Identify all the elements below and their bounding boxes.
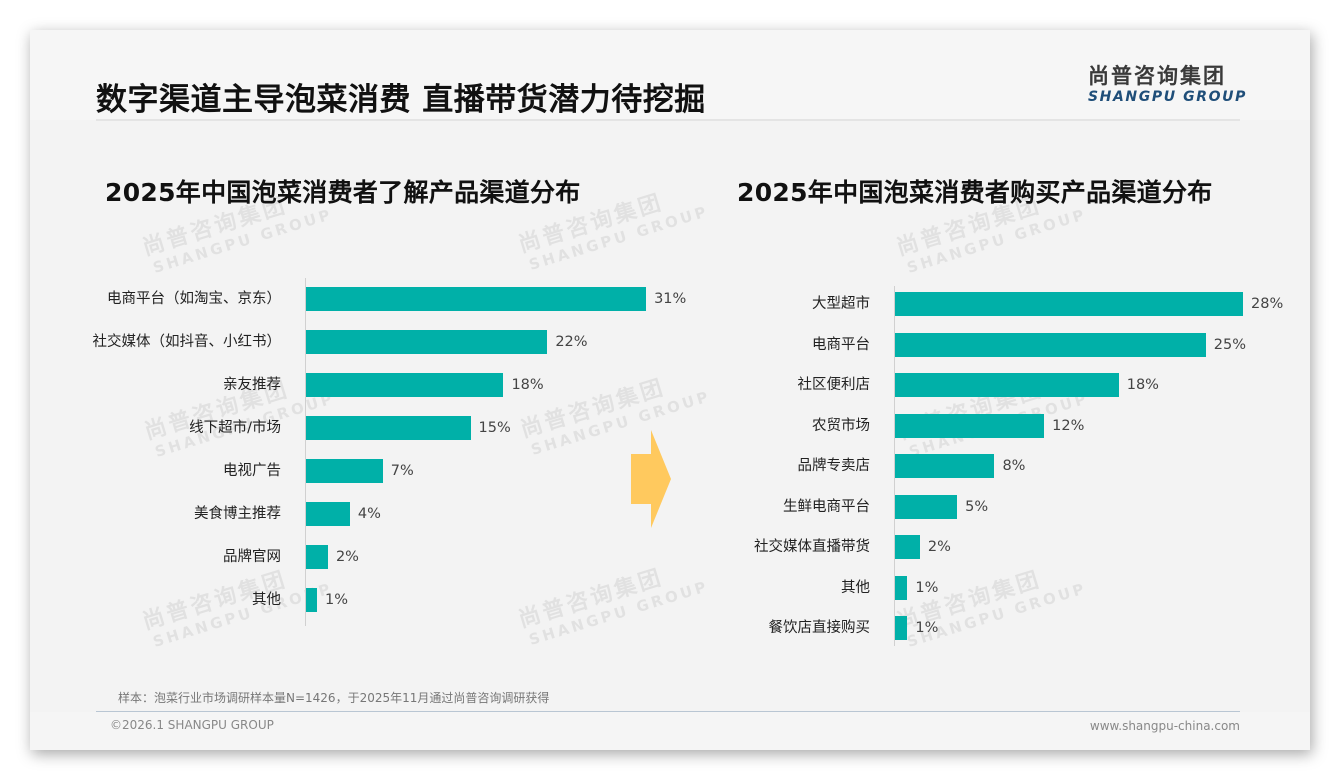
copyright-text: ©2026.1 SHANGPU GROUP <box>110 718 274 732</box>
bar-category-label: 电商平台（如淘宝、京东） <box>107 291 281 307</box>
y-axis-line <box>305 278 306 626</box>
logo-en-text: SHANGPU GROUP <box>1088 89 1247 105</box>
bar <box>895 373 1119 397</box>
bar-value-label: 31% <box>654 291 687 307</box>
bar-row: 社交媒体（如抖音、小红书） 22% <box>30 330 730 354</box>
bar-row: 其他 1% <box>30 575 1310 600</box>
bar-value-label: 18% <box>511 377 544 393</box>
logo-cn-text: 尚普咨询集团 <box>1088 64 1226 88</box>
bar-row: 电视广告 7% <box>30 459 730 483</box>
bar <box>306 459 383 483</box>
bar-category-label: 亲友推荐 <box>223 377 281 393</box>
bar-row: 生鲜电商平台 5% <box>30 494 1310 519</box>
bar-value-label: 22% <box>555 334 588 350</box>
bar-value-label: 12% <box>1052 417 1085 434</box>
bar-value-label: 28% <box>1251 296 1284 312</box>
bar-row: 社区便利店 18% <box>30 373 1310 397</box>
bar-row: 品牌官网 2% <box>30 545 730 569</box>
website-link[interactable]: www.shangpu-china.com <box>1089 719 1240 733</box>
bar-value-label: 18% <box>1126 377 1159 393</box>
bar <box>895 494 958 519</box>
bar-row: 社交媒体直播带货 2% <box>30 535 1310 559</box>
bar-row: 餐饮店直接购买 1% <box>30 616 1310 640</box>
page-title: 数字渠道主导泡菜消费 直播带货潜力待挖掘 <box>96 82 706 118</box>
bar <box>306 287 647 311</box>
footer-band <box>30 712 1310 750</box>
bar-value-label: 5% <box>965 498 989 515</box>
bar-category-label: 大型超市 <box>812 296 870 312</box>
bar-row: 电商平台 25% <box>30 332 1310 357</box>
bar-row: 其他 1% <box>30 588 730 612</box>
right-chart-title: 2025年中国泡菜消费者购买产品渠道分布 <box>737 178 1213 207</box>
bar-category-label: 电商平台 <box>812 336 870 353</box>
bar-value-label: 8% <box>1002 458 1026 474</box>
bar <box>895 575 908 600</box>
bar-row: 线下超市/市场 15% <box>30 416 730 440</box>
bar-category-label: 美食博主推荐 <box>194 506 281 522</box>
bar-value-label: 1% <box>915 579 939 596</box>
header-band <box>30 30 1310 120</box>
bar <box>895 454 995 478</box>
bar-category-label: 社交媒体直播带货 <box>754 539 870 555</box>
bar-category-label: 餐饮店直接购买 <box>768 620 871 636</box>
bar-category-label: 其他 <box>841 579 870 596</box>
bar <box>895 332 1206 357</box>
y-axis-line <box>894 286 895 646</box>
bar-row: 大型超市 28% <box>30 292 1310 316</box>
sample-note: 样本：泡菜行业市场调研样本量N=1426，于2025年11月通过尚普咨询调研获得 <box>118 691 550 705</box>
left-chart-title: 2025年中国泡菜消费者了解产品渠道分布 <box>105 178 581 207</box>
bar-value-label: 1% <box>915 620 939 636</box>
bar-value-label: 2% <box>927 539 951 555</box>
bar <box>306 588 317 612</box>
bar-category-label: 电视广告 <box>223 463 281 479</box>
bar-category-label: 品牌专卖店 <box>797 458 871 474</box>
slide: 数字渠道主导泡菜消费 直播带货潜力待挖掘 尚普咨询集团 SHANGPU GROU… <box>30 30 1310 750</box>
bar <box>895 292 1244 316</box>
bar-row: 亲友推荐 18% <box>30 373 730 397</box>
bar <box>306 330 548 354</box>
header-divider <box>96 119 1240 121</box>
bar-category-label: 社区便利店 <box>797 377 871 393</box>
bar <box>895 413 1045 438</box>
bar-row: 电商平台（如淘宝、京东） 31% <box>30 287 730 311</box>
bar-value-label: 25% <box>1213 336 1246 353</box>
bar <box>895 616 908 640</box>
bar-value-label: 4% <box>357 506 381 522</box>
bar-value-label: 7% <box>390 463 414 479</box>
bar-category-label: 生鲜电商平台 <box>783 498 870 515</box>
left-bar-chart: 电商平台（如淘宝、京东） 31% 社交媒体（如抖音、小红书） 22% 亲友推荐 18% 线下… <box>30 278 730 628</box>
bar <box>306 545 328 569</box>
bar-category-label: 农贸市场 <box>812 417 870 434</box>
bar <box>306 416 471 440</box>
footer-divider <box>96 711 1240 712</box>
bar <box>306 373 504 397</box>
brand-logo: 尚普咨询集团 SHANGPU GROUP <box>1088 64 1248 106</box>
bar-row: 农贸市场 12% <box>30 413 1310 438</box>
bar-row: 品牌专卖店 8% <box>30 454 1310 478</box>
bar-value-label: 2% <box>335 549 359 565</box>
bar-category-label: 其他 <box>252 592 281 608</box>
bar <box>306 502 350 526</box>
bar-row: 美食博主推荐 4% <box>30 502 730 526</box>
arrow-right-icon <box>631 430 671 528</box>
bar-category-label: 社交媒体（如抖音、小红书） <box>92 334 282 350</box>
bar <box>895 535 920 559</box>
bar-category-label: 线下超市/市场 <box>189 420 281 436</box>
right-bar-chart: 大型超市 28% 电商平台 25% 社区便利店 18% 农贸市场 12% 品牌专卖店 8% 生鲜电商… <box>30 286 1310 646</box>
bar-value-label: 15% <box>478 420 511 436</box>
bar-category-label: 品牌官网 <box>223 549 281 565</box>
bar-value-label: 1% <box>324 592 348 608</box>
